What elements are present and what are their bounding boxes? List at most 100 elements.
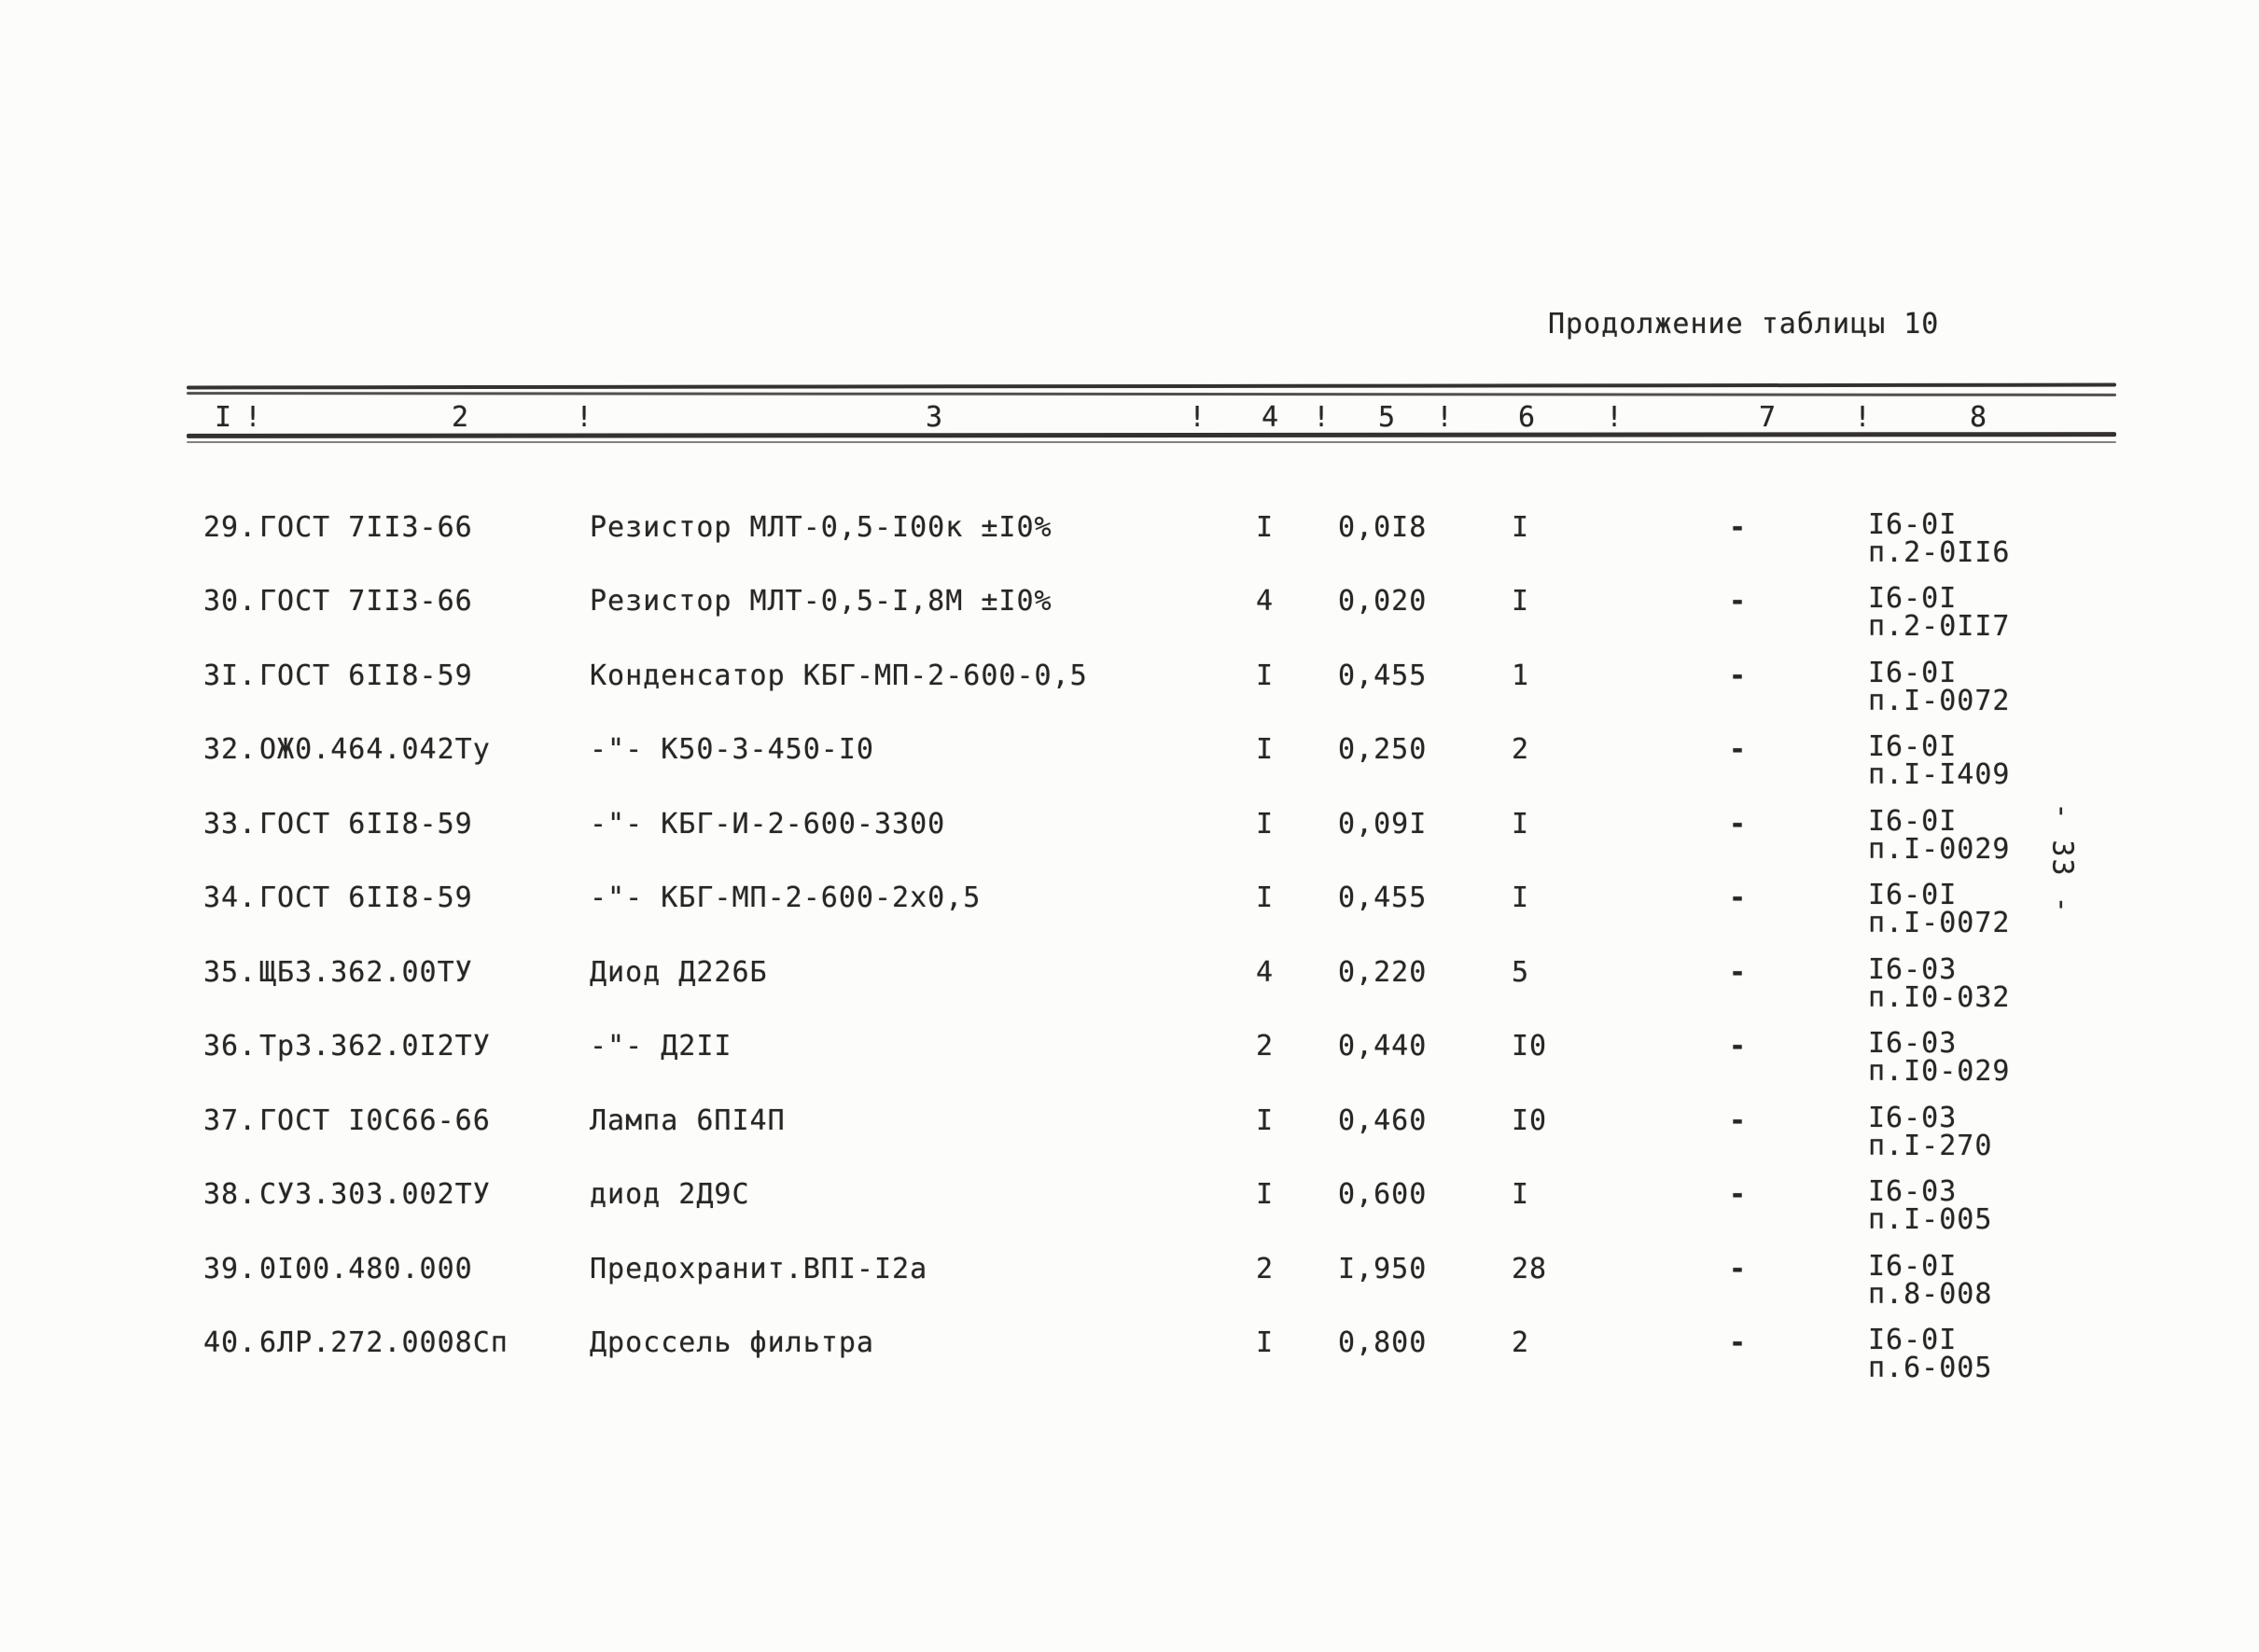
col-8-code: I6-0I п.8-008 — [1868, 1253, 1992, 1309]
row-number: 35. — [203, 956, 258, 989]
row-number: 30. — [203, 585, 258, 618]
table-row: 32. ОЖ0.464.042Ту -"- К50-3-450-I0 I 0,2… — [0, 733, 2259, 808]
col-6-value: I — [1512, 1178, 1530, 1211]
item-name: -"- КБГ-МП-2-600-2х0,5 — [590, 882, 982, 914]
col-6-value: 2 — [1512, 733, 1530, 766]
code-line-2: п.2-0II6 — [1868, 536, 2011, 569]
row-number: 34. — [203, 882, 258, 914]
col-4-value: I — [1256, 511, 1275, 544]
table-row: 30. ГОСТ 7II3-66 Резистор МЛТ-0,5-I,8М ±… — [0, 585, 2259, 659]
row-number: 40. — [203, 1326, 258, 1359]
col-8-code: I6-03 п.I0-032 — [1868, 956, 2011, 1012]
col-7-dash: - — [1729, 659, 1748, 692]
col-7-dash: - — [1729, 733, 1748, 766]
col-4-value: I — [1256, 1104, 1275, 1137]
col-6-value: I0 — [1512, 1030, 1548, 1062]
col-4-value: I — [1256, 659, 1275, 692]
col-5-value: 0,09I — [1338, 808, 1428, 840]
row-number: 37. — [203, 1104, 258, 1137]
doc-reference: ГОСТ 6II8-59 — [259, 808, 473, 840]
col-7-dash: - — [1729, 808, 1748, 840]
code-line-1: I6-0I — [1868, 508, 1958, 541]
code-line-1: I6-03 — [1868, 1175, 1958, 1208]
table-row: 39. 0I00.480.000 Предохранит.ВПI-I2а 2 I… — [0, 1253, 2259, 1327]
col-8-code: I6-0I п.I-0029 — [1868, 808, 2011, 864]
col-8-code: I6-0I п.I-0072 — [1868, 882, 2011, 937]
col-6-value: 1 — [1512, 659, 1530, 692]
col-4-value: I — [1256, 733, 1275, 766]
header-col-7: 7 — [1759, 401, 1778, 434]
header-col-4: 4 — [1262, 401, 1280, 434]
table-row: 34. ГОСТ 6II8-59 -"- КБГ-МП-2-600-2х0,5 … — [0, 882, 2259, 956]
header-col-5: 5 — [1378, 401, 1397, 434]
doc-reference: ОЖ0.464.042Ту — [259, 733, 491, 766]
col-7-dash: - — [1729, 585, 1748, 618]
table-row: 35. ЩБ3.362.00ТУ Диод Д226Б 4 0,220 5 - … — [0, 956, 2259, 1031]
col-5-value: 0,220 — [1338, 956, 1428, 989]
col-7-dash: - — [1729, 1030, 1748, 1062]
code-line-1: I6-03 — [1868, 1102, 1958, 1134]
item-name: Резистор МЛТ-0,5-I,8М ±I0% — [590, 585, 1053, 618]
table-header-rule — [186, 432, 2117, 438]
table-header-rule-2 — [187, 441, 2116, 443]
col-4-value: 4 — [1256, 585, 1275, 618]
code-line-1: I6-0I — [1868, 1324, 1958, 1356]
col-7-dash: - — [1729, 1104, 1748, 1137]
col-7-dash: - — [1729, 511, 1748, 544]
col-6-value: 2 — [1512, 1326, 1530, 1359]
col-5-value: 0,250 — [1338, 733, 1428, 766]
code-line-2: п.I0-032 — [1868, 981, 2011, 1014]
col-7-dash: - — [1729, 882, 1748, 914]
code-line-2: п.I-0029 — [1868, 833, 2011, 866]
code-line-1: I6-0I — [1868, 657, 1958, 689]
side-page-number: - 33 - — [2045, 802, 2079, 915]
header-sep: ! — [244, 401, 263, 434]
table-row: 40. 6ЛР.272.0008Сп Дроссель фильтра I 0,… — [0, 1326, 2259, 1401]
header-col-1: I — [215, 401, 233, 434]
col-5-value: I,950 — [1338, 1253, 1428, 1285]
col-5-value: 0,600 — [1338, 1178, 1428, 1211]
header-col-3: 3 — [926, 401, 944, 434]
row-number: 38. — [203, 1178, 258, 1211]
col-8-code: I6-0I п.6-005 — [1868, 1326, 1992, 1382]
code-line-1: I6-0I — [1868, 730, 1958, 763]
code-line-1: I6-03 — [1868, 1027, 1958, 1060]
col-5-value: 0,0I8 — [1338, 511, 1428, 544]
col-6-value: 28 — [1512, 1253, 1548, 1285]
col-7-dash: - — [1729, 956, 1748, 989]
doc-reference: ГОСТ 7II3-66 — [259, 585, 473, 618]
doc-reference: 6ЛР.272.0008Сп — [259, 1326, 509, 1359]
code-line-2: п.I-270 — [1868, 1130, 1993, 1162]
code-line-2: п.I-0072 — [1868, 685, 2011, 717]
doc-reference: СУ3.303.002ТУ — [259, 1178, 491, 1211]
doc-reference: ЩБ3.362.00ТУ — [259, 956, 473, 989]
item-name: -"- КБГ-И-2-600-3300 — [590, 808, 946, 840]
col-5-value: 0,440 — [1338, 1030, 1428, 1062]
doc-reference: ГОСТ 6II8-59 — [259, 882, 473, 914]
col-5-value: 0,455 — [1338, 882, 1428, 914]
col-4-value: I — [1256, 1326, 1275, 1359]
doc-reference: ГОСТ 6II8-59 — [259, 659, 473, 692]
row-number: 36. — [203, 1030, 258, 1062]
table-row: 33. ГОСТ 6II8-59 -"- КБГ-И-2-600-3300 I … — [0, 808, 2259, 882]
item-name: -"- Д2II — [590, 1030, 732, 1062]
table-top-rule — [186, 382, 2117, 390]
col-8-code: I6-0I п.2-0II6 — [1868, 511, 2011, 567]
code-line-2: п.I-I409 — [1868, 758, 2011, 791]
table-top-rule-2 — [186, 392, 2117, 396]
item-name: Резистор МЛТ-0,5-I00к ±I0% — [590, 511, 1053, 544]
header-col-2: 2 — [452, 401, 470, 434]
col-8-code: I6-03 п.I-005 — [1868, 1178, 1992, 1234]
code-line-2: п.I0-029 — [1868, 1055, 2011, 1088]
doc-reference: Тр3.362.0I2ТУ — [259, 1030, 491, 1062]
col-8-code: I6-0I п.I-I409 — [1868, 733, 2011, 789]
col-4-value: I — [1256, 808, 1275, 840]
col-7-dash: - — [1729, 1178, 1748, 1211]
item-name: Лампа 6ПI4П — [590, 1104, 786, 1137]
header-sep: ! — [1606, 401, 1625, 434]
item-name: Конденсатор КБГ-МП-2-600-0,5 — [590, 659, 1088, 692]
code-line-2: п.6-005 — [1868, 1352, 1993, 1384]
col-8-code: I6-03 п.I-270 — [1868, 1104, 1992, 1160]
table-row: 36. Тр3.362.0I2ТУ -"- Д2II 2 0,440 I0 - … — [0, 1030, 2259, 1104]
col-8-code: I6-0I п.2-0II7 — [1868, 585, 2011, 641]
